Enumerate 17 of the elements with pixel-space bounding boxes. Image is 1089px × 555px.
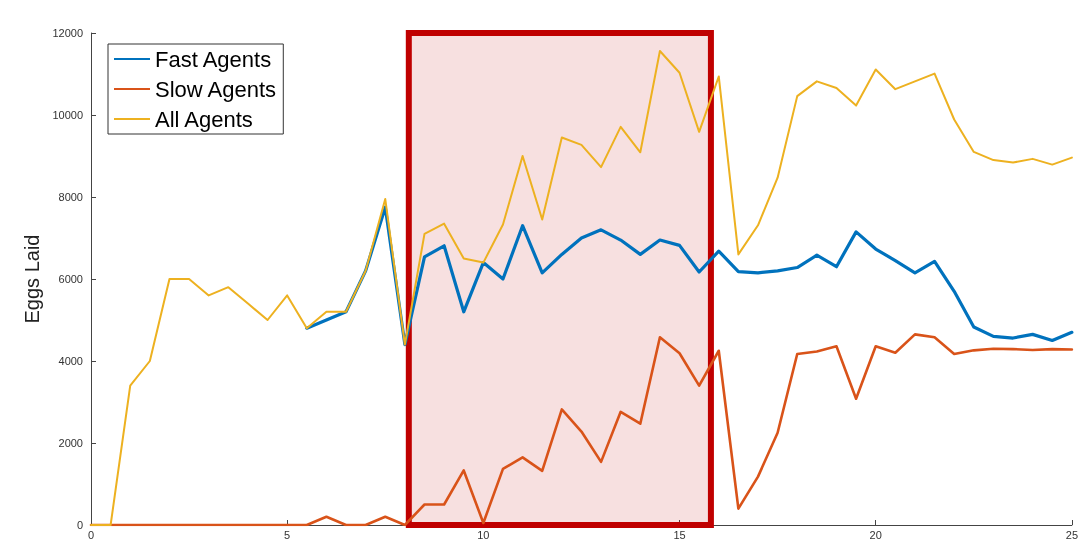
y-axis-title: Eggs Laid <box>20 234 43 324</box>
legend-label: All Agents <box>155 106 253 132</box>
y-tick-label: 2000 <box>58 437 83 449</box>
y-tick-label: 0 <box>76 519 83 531</box>
x-tick-label: 5 <box>284 528 291 541</box>
x-tick-label: 20 <box>869 528 882 541</box>
legend-label: Slow Agents <box>155 76 277 102</box>
legend-label: Fast Agents <box>155 46 272 72</box>
y-tick-label: 4000 <box>58 355 83 367</box>
y-tick-label: 10000 <box>52 109 83 121</box>
x-tick-label: 0 <box>87 528 95 541</box>
y-tick-label: 6000 <box>58 273 83 285</box>
x-tick-label: 10 <box>477 528 490 541</box>
x-tick-label: 25 <box>1065 528 1079 541</box>
y-tick-label: 8000 <box>58 191 83 203</box>
y-tick-label: 12000 <box>52 27 83 39</box>
x-tick-label: 15 <box>673 528 686 541</box>
